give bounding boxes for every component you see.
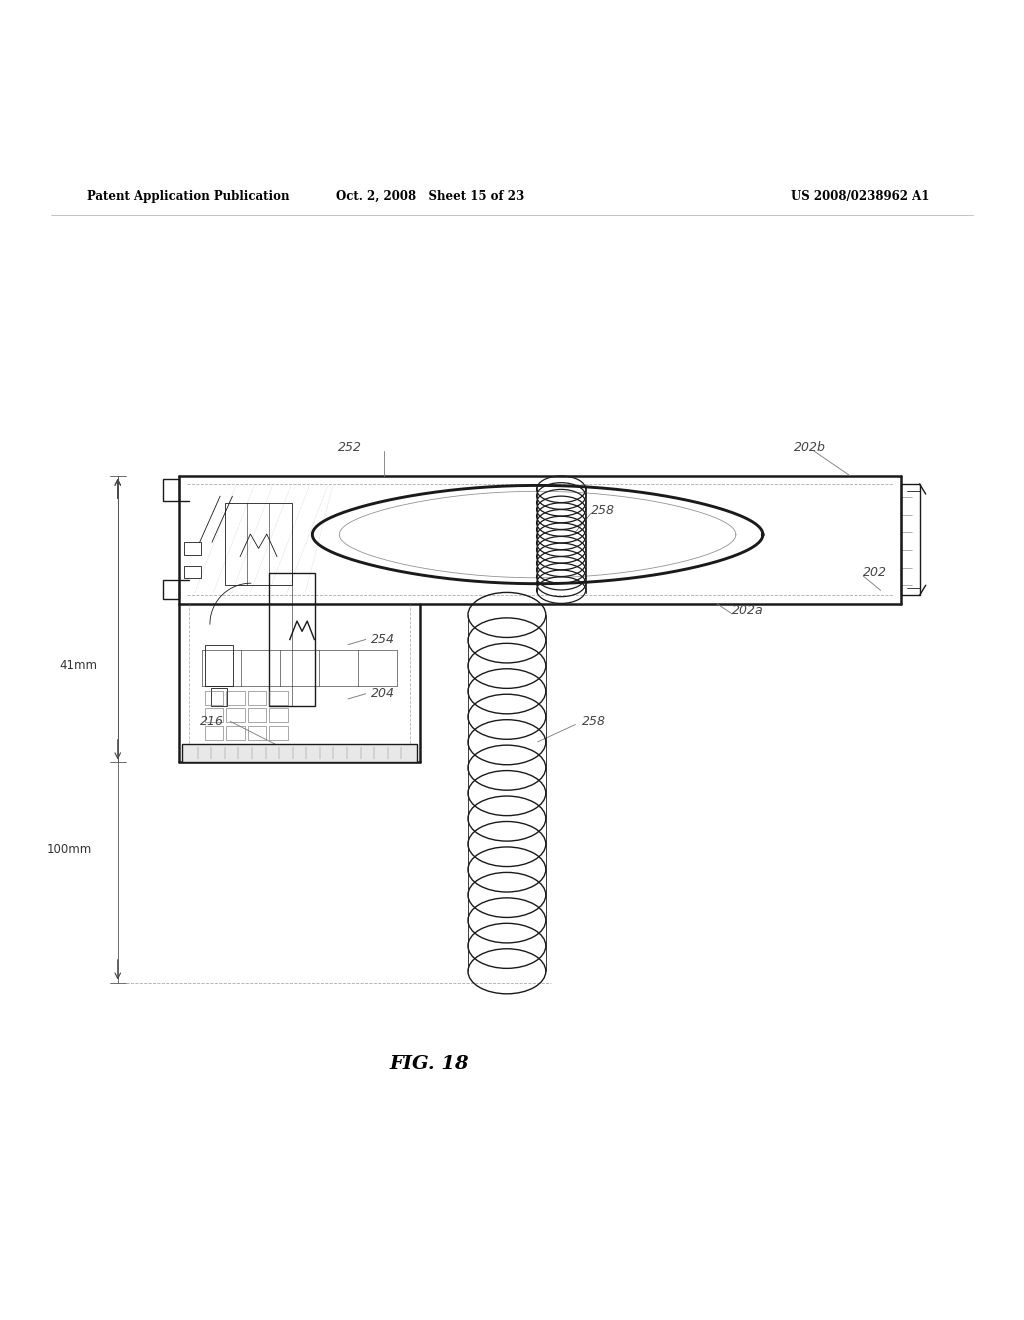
Bar	[269, 708, 288, 722]
Text: FIG. 18: FIG. 18	[389, 1056, 469, 1073]
Text: Patent Application Publication: Patent Application Publication	[87, 190, 290, 203]
Text: 254: 254	[371, 634, 394, 645]
Bar	[211, 688, 227, 706]
Bar	[184, 543, 201, 554]
Text: 202b: 202b	[794, 441, 825, 454]
Text: 202a: 202a	[732, 605, 764, 618]
Bar	[205, 708, 223, 722]
Text: 204: 204	[371, 688, 394, 701]
Bar	[225, 503, 292, 585]
Bar	[269, 690, 288, 705]
Bar	[248, 690, 266, 705]
Bar	[205, 726, 223, 741]
Bar	[182, 744, 417, 763]
Bar	[226, 708, 245, 722]
Text: Oct. 2, 2008   Sheet 15 of 23: Oct. 2, 2008 Sheet 15 of 23	[336, 190, 524, 203]
Bar	[226, 726, 245, 741]
Bar	[268, 573, 314, 706]
Text: 252: 252	[338, 441, 361, 454]
Bar	[248, 708, 266, 722]
Text: 216: 216	[200, 715, 223, 727]
Bar	[226, 690, 245, 705]
Text: 100mm: 100mm	[47, 843, 92, 855]
Text: 258: 258	[591, 504, 614, 517]
Text: 202: 202	[863, 566, 887, 579]
Bar	[205, 644, 233, 685]
Bar	[184, 566, 201, 578]
Bar	[248, 726, 266, 741]
Text: 41mm: 41mm	[59, 659, 97, 672]
Bar	[163, 479, 179, 502]
Bar	[901, 484, 920, 595]
Text: 258: 258	[582, 715, 605, 727]
Text: US 2008/0238962 A1: US 2008/0238962 A1	[791, 190, 930, 203]
Bar	[269, 726, 288, 741]
Bar	[205, 690, 223, 705]
Bar	[163, 579, 179, 598]
